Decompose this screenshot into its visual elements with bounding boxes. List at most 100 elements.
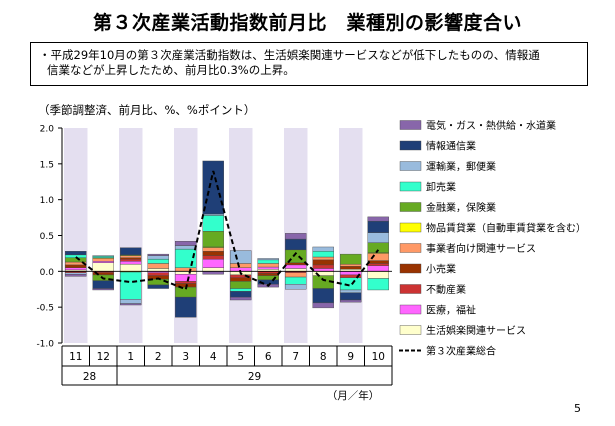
x-tick-label: 4	[210, 351, 217, 363]
bar-segment	[65, 264, 87, 268]
x-tick-label: 10	[372, 351, 385, 363]
bar-segment	[340, 271, 362, 276]
bar-segment	[367, 216, 389, 222]
bar-segment	[120, 258, 142, 262]
bar-segment	[230, 288, 252, 292]
bar-segment	[147, 284, 169, 289]
y-tick-label: 1.5	[40, 160, 54, 170]
bar-segment	[340, 292, 362, 301]
bar-segment	[230, 296, 252, 301]
bar-segment	[175, 271, 197, 275]
unit-label: （季節調整済、前月比、%、%ポイント）	[38, 103, 256, 117]
legend-label: 情報通信業	[426, 140, 476, 153]
summary-note-line-1: ・平成29年10月の第３次産業活動指数は、生活娯楽関連サービスなどが低下したもの…	[39, 48, 540, 62]
bar-segment	[202, 251, 224, 256]
bar-segment	[202, 230, 224, 248]
shade-band-9	[339, 128, 363, 343]
y-tick-label: 2.0	[40, 125, 55, 135]
bar-segment	[367, 263, 389, 266]
summary-note: ・平成29年10月の第３次産業活動指数は、生活娯楽関連サービスなどが低下したもの…	[30, 42, 588, 86]
bar-segment	[312, 268, 334, 272]
y-tick-label: -0.5	[36, 304, 54, 314]
bar-segment	[340, 299, 362, 303]
bar-segment	[92, 280, 114, 289]
year-label: 28	[83, 371, 96, 383]
bar-segment	[285, 276, 307, 285]
bar-segment	[175, 245, 197, 250]
x-tick-label: 6	[265, 351, 272, 363]
bar-segment	[175, 248, 197, 268]
bar-segment	[312, 251, 334, 258]
bar-segment	[312, 264, 334, 269]
bar-segment	[230, 250, 252, 264]
bar-segment	[312, 259, 334, 266]
bar-segment	[285, 238, 307, 251]
total-line	[75, 170, 380, 291]
bar-segment	[285, 284, 307, 290]
legend-label: 卸売業	[426, 181, 456, 194]
bar-segment	[175, 274, 197, 282]
bar-segment	[312, 288, 334, 304]
bar-segment	[367, 232, 389, 243]
year-label: 29	[248, 371, 261, 383]
shade-band-11	[64, 128, 88, 343]
bar-segment	[202, 213, 224, 216]
bar-segment	[230, 263, 252, 268]
bar-segment	[202, 271, 224, 275]
legend-label: 小売業	[426, 263, 456, 276]
bar-segment	[120, 271, 142, 300]
bar-segment	[92, 261, 114, 263]
bar-segment	[285, 272, 307, 278]
bar-segment	[65, 257, 87, 263]
bar-segment	[285, 264, 307, 269]
shade-band-5	[229, 128, 253, 343]
legend-label: 生活娯楽関連サービス	[426, 324, 526, 337]
bar-segment	[202, 267, 224, 272]
legend-swatch	[399, 222, 422, 233]
bar-segment	[147, 253, 169, 256]
legend-swatch	[399, 161, 422, 171]
x-tick-label: 1	[127, 351, 134, 363]
x-tick-label: 5	[237, 351, 244, 363]
legend-label: 運輸業，郵便業	[426, 160, 496, 173]
bar-segment	[230, 291, 252, 298]
bar-segment	[312, 302, 334, 309]
y-tick-label: -1.0	[36, 340, 54, 350]
x-tick-label: 2	[155, 351, 162, 363]
bar-segment	[147, 268, 169, 272]
bar-segment	[202, 255, 224, 260]
legend-label: 金融業，保険業	[426, 201, 496, 214]
legend-swatch	[399, 243, 422, 253]
bar-segment	[340, 263, 362, 267]
bar-segment	[147, 272, 169, 276]
legend-label: 医療，福祉	[426, 304, 476, 317]
x-tick-label: 11	[69, 351, 82, 363]
legend-swatch	[399, 181, 422, 192]
bar-segment	[367, 278, 389, 291]
bar-segment	[257, 266, 279, 270]
bar-segment	[340, 266, 362, 270]
legend-swatch	[399, 120, 422, 130]
bar-segment	[202, 160, 224, 215]
bar-segment	[230, 281, 252, 289]
legend-label: 第３次産業総合	[426, 345, 496, 358]
bar-segment	[65, 272, 87, 275]
bar-segment	[202, 258, 224, 268]
bar-segment	[230, 277, 252, 282]
bar-segment	[92, 262, 114, 272]
bar-segment	[65, 267, 87, 271]
bar-segment	[120, 255, 142, 258]
bar-segment	[312, 246, 334, 252]
legend-swatch	[399, 202, 422, 212]
legend-swatch	[399, 325, 422, 335]
bar-segment	[202, 247, 224, 252]
bar-segment	[257, 263, 279, 268]
bar-segment	[147, 255, 169, 260]
page-number: 5	[574, 402, 581, 415]
x-tick-label: 12	[97, 351, 110, 363]
shade-band-1	[119, 128, 143, 343]
x-axis-label: （月／年）	[327, 389, 380, 402]
y-tick-label: 1.0	[40, 196, 55, 206]
bar-segment	[285, 262, 307, 266]
